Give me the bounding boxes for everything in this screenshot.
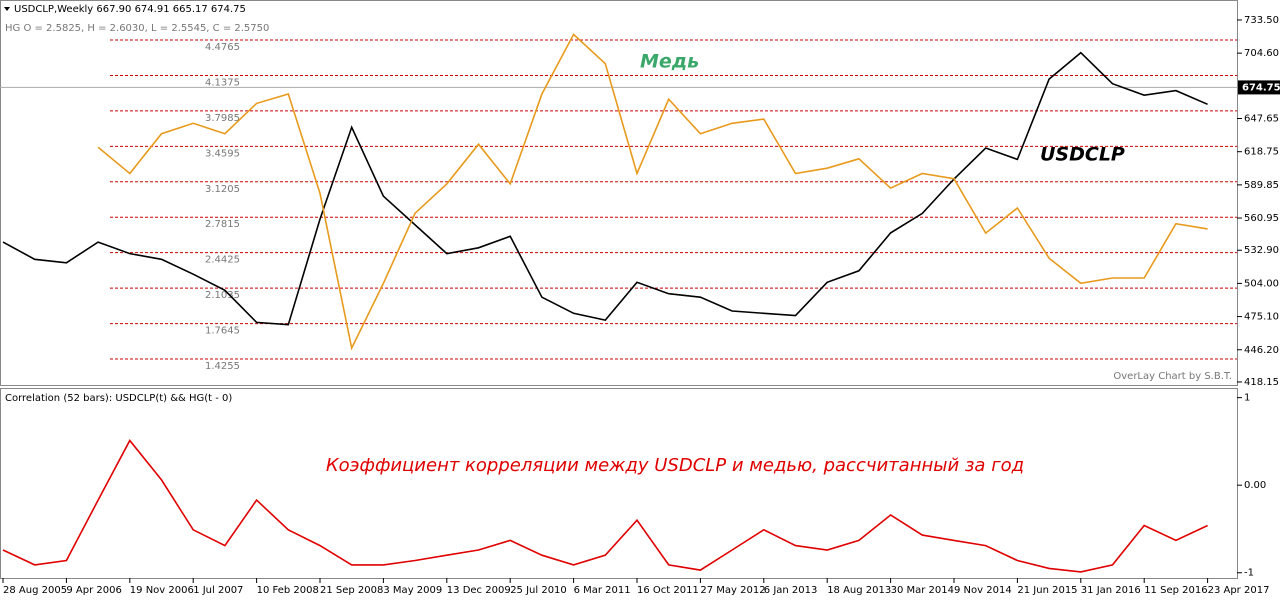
y-tick-label: 618.75 xyxy=(1244,147,1279,158)
series-line xyxy=(2,439,1208,573)
x-tick-label: 9 Nov 2014 xyxy=(954,585,1012,596)
y2-tick-label: 1.7645 xyxy=(205,326,240,337)
last-price-label: 674.75 xyxy=(1242,82,1280,93)
annotation: Медь xyxy=(640,51,699,73)
y-tick-label: -1 xyxy=(1244,568,1254,579)
y-tick-label: 733.50 xyxy=(1244,15,1279,26)
y-tick-label: 532.90 xyxy=(1244,245,1279,256)
y-tick-label: 418.15 xyxy=(1244,377,1279,388)
y2-tick-label: 2.4425 xyxy=(205,255,240,266)
x-tick-label: 21 Jun 2015 xyxy=(1017,585,1077,596)
y2-tick-label: 2.7815 xyxy=(205,219,240,230)
y-tick-label: 0.00 xyxy=(1244,480,1266,491)
y-tick-label: 475.10 xyxy=(1244,312,1279,323)
x-tick-label: 1 Jul 2007 xyxy=(193,585,243,596)
x-tick-label: 18 Aug 2013 xyxy=(827,585,891,596)
pane-title: Correlation (52 bars): USDCLP(t) && HG(t… xyxy=(5,393,232,404)
correlation-pane xyxy=(0,388,1238,579)
x-tick-label: 3 May 2009 xyxy=(383,585,442,596)
x-tick-label: 27 May 2012 xyxy=(700,585,765,596)
menu-arrow xyxy=(4,7,10,11)
y2-tick-label: 3.7985 xyxy=(205,113,240,124)
y2-tick-label: 4.1375 xyxy=(205,77,240,88)
x-tick-label: 30 Mar 2014 xyxy=(891,585,954,596)
last-price-box xyxy=(1238,80,1280,95)
annotation: Коэффициент корреляции между USDCLP и ме… xyxy=(326,455,1024,476)
x-tick-label: 31 Jan 2016 xyxy=(1081,585,1141,596)
chart-title: USDCLP,Weekly 667.90 674.91 665.17 674.7… xyxy=(14,4,246,15)
chart-subtitle: HG O = 2.5825, H = 2.6030, L = 2.5545, C… xyxy=(5,23,269,34)
y-tick-label: 560.95 xyxy=(1244,213,1279,224)
y-tick-label: 704.60 xyxy=(1244,48,1279,59)
x-tick-label: 13 Dec 2009 xyxy=(447,585,511,596)
x-tick-label: 6 Jan 2013 xyxy=(764,585,818,596)
x-tick-label: 23 Apr 2017 xyxy=(1208,585,1270,596)
y-tick-label: 446.20 xyxy=(1244,345,1279,356)
x-tick-label: 16 Oct 2011 xyxy=(637,585,699,596)
price-pane xyxy=(0,0,1238,386)
series-line xyxy=(2,51,1208,326)
x-tick-label: 9 Apr 2006 xyxy=(66,585,121,596)
x-tick-label: 11 Sep 2016 xyxy=(1144,585,1207,596)
x-tick-label: 25 Jul 2010 xyxy=(510,585,567,596)
y-tick-label: 1 xyxy=(1244,393,1250,404)
x-tick-label: 28 Aug 2005 xyxy=(3,585,67,596)
annotation: OverLay Chart by S.B.T. xyxy=(1113,371,1232,382)
y-tick-label: 589.85 xyxy=(1244,180,1279,191)
x-tick-label: 10 Feb 2008 xyxy=(257,585,319,596)
y2-tick-label: 2.1035 xyxy=(205,290,240,301)
series-line xyxy=(97,33,1208,351)
annotation: USDCLP xyxy=(1040,144,1125,166)
y2-tick-label: 1.4255 xyxy=(205,361,240,372)
y2-tick-label: 3.1205 xyxy=(205,184,240,195)
x-tick-label: 19 Nov 2006 xyxy=(130,585,194,596)
y2-tick-label: 3.4595 xyxy=(205,148,240,159)
y2-tick-label: 4.4765 xyxy=(205,42,240,53)
x-tick-label: 21 Sep 2008 xyxy=(320,585,383,596)
y-tick-label: 647.65 xyxy=(1244,114,1279,125)
x-tick-label: 6 Mar 2011 xyxy=(574,585,631,596)
y-tick-label: 504.00 xyxy=(1244,278,1279,289)
